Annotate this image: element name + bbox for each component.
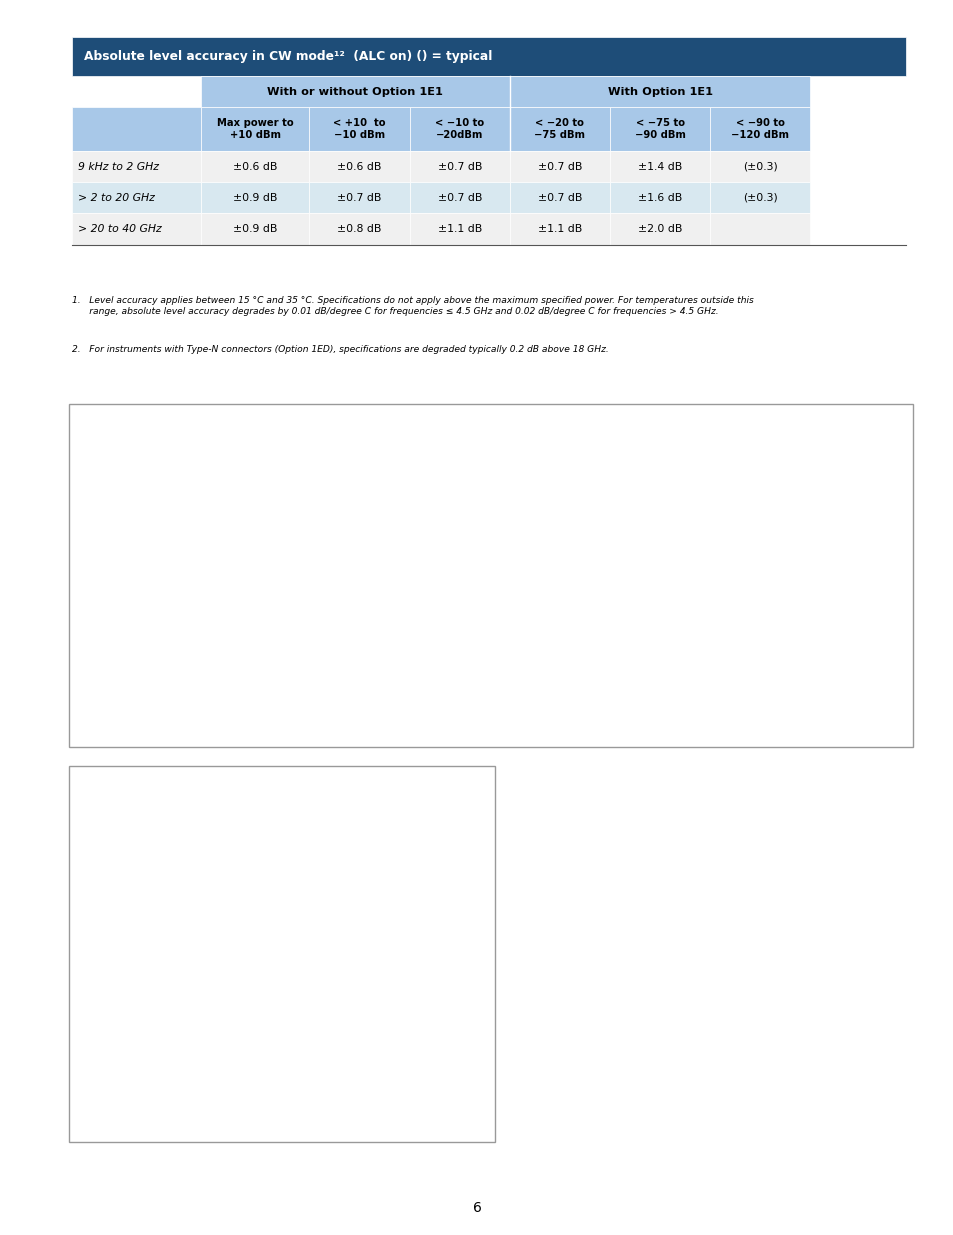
Text: Max power to
+10 dBm: Max power to +10 dBm [216,119,294,140]
Text: 6: 6 [472,1200,481,1215]
Bar [201,107,309,151]
Bar [201,75,509,107]
Text: ±0.9 dB: ±0.9 dB [233,224,277,233]
Bar [201,183,309,214]
Bar [509,75,809,107]
Text: ±0.7 dB: ±0.7 dB [437,162,481,172]
Text: ±0.7 dB: ±0.7 dB [337,193,381,203]
Bar [609,107,709,151]
Text: ±1.6 dB: ±1.6 dB [638,193,681,203]
Text: With or without Option 1E1: With or without Option 1E1 [267,86,443,96]
Bar [509,183,609,214]
Bar [509,107,609,151]
Bar [709,107,809,151]
Bar [609,183,709,214]
Bar [71,214,201,245]
X-axis label: Frequency (GHz) vs. level accuracy (dB): Frequency (GHz) vs. level accuracy (dB) [160,739,378,748]
Text: ±0.7 dB: ±0.7 dB [537,193,581,203]
Text: ±1.4 dB: ±1.4 dB [638,162,681,172]
Title: Measured level accuracy  at -90 dBm: Measured level accuracy at -90 dBm [593,420,818,430]
Legend: mean, mean - std dev, mean + std dev: mean, mean - std dev, mean + std dev [253,440,349,482]
Bar [309,107,409,151]
Bar [509,214,609,245]
Text: ±0.8 dB: ±0.8 dB [337,224,381,233]
Bar [709,151,809,183]
Text: 9 kHz to 2 GHz: 9 kHz to 2 GHz [78,162,159,172]
Bar [71,37,905,75]
Text: Absolute level accuracy in CW mode¹²  (ALC on) () = typical: Absolute level accuracy in CW mode¹² (AL… [84,49,492,63]
Bar [71,151,201,183]
Text: ±0.7 dB: ±0.7 dB [437,193,481,203]
Text: < −10 to
−20dBm: < −10 to −20dBm [435,119,484,140]
Text: < −90 to
−120 dBm: < −90 to −120 dBm [730,119,788,140]
Bar [201,214,309,245]
Text: (±0.3): (±0.3) [742,162,777,172]
Text: With Option 1E1: With Option 1E1 [607,86,712,96]
Bar [309,214,409,245]
Bar [309,183,409,214]
Text: (±0.3): (±0.3) [742,193,777,203]
Text: < −75 to
−90 dBm: < −75 to −90 dBm [634,119,685,140]
Text: ±1.1 dB: ±1.1 dB [537,224,581,233]
X-axis label: Frequency (GHz) vs. level accuracy (dB): Frequency (GHz) vs. level accuracy (dB) [172,1128,391,1137]
Text: > 2 to 20 GHz: > 2 to 20 GHz [78,193,155,203]
Text: ±2.0 dB: ±2.0 dB [638,224,681,233]
Bar [409,151,509,183]
Bar [201,151,309,183]
Legend: mean, mean - std dev, mean + std dev: mean, mean - std dev, mean + std dev [264,804,359,846]
Bar [709,183,809,214]
Bar [709,214,809,245]
Bar [71,107,201,151]
Bar [71,183,201,214]
Text: ±0.7 dB: ±0.7 dB [537,162,581,172]
Bar [409,183,509,214]
Text: < −20 to
−75 dBm: < −20 to −75 dBm [534,119,585,140]
Legend: mean, mean - std dev, mean + std dev: mean, mean - std dev, mean + std dev [686,440,782,482]
Text: ±1.1 dB: ±1.1 dB [437,224,481,233]
X-axis label: Frequency (GHz) vs. level accuracy (dB): Frequency (GHz) vs. level accuracy (dB) [596,739,815,748]
Text: 2.   For instruments with Type-N connectors (Option 1ED), specifications are deg: 2. For instruments with Type-N connector… [71,345,608,353]
Text: ±0.6 dB: ±0.6 dB [233,162,277,172]
Title: Measured level accuracy  at -110 dBm: Measured level accuracy at -110 dBm [152,420,386,430]
Text: > 20 to 40 GHz: > 20 to 40 GHz [78,224,162,233]
Bar [309,151,409,183]
Text: ±0.9 dB: ±0.9 dB [233,193,277,203]
Title: Measured level accuracy  at -120 dBm: Measured level accuracy at -120 dBm [165,784,397,794]
Bar [509,151,609,183]
Text: ±0.6 dB: ±0.6 dB [337,162,381,172]
Bar [409,107,509,151]
Bar [409,214,509,245]
Text: 1.   Level accuracy applies between 15 °C and 35 °C. Specifications do not apply: 1. Level accuracy applies between 15 °C … [71,296,753,316]
Text: < +10  to
−10 dBm: < +10 to −10 dBm [333,119,385,140]
Bar [609,214,709,245]
Bar [609,151,709,183]
